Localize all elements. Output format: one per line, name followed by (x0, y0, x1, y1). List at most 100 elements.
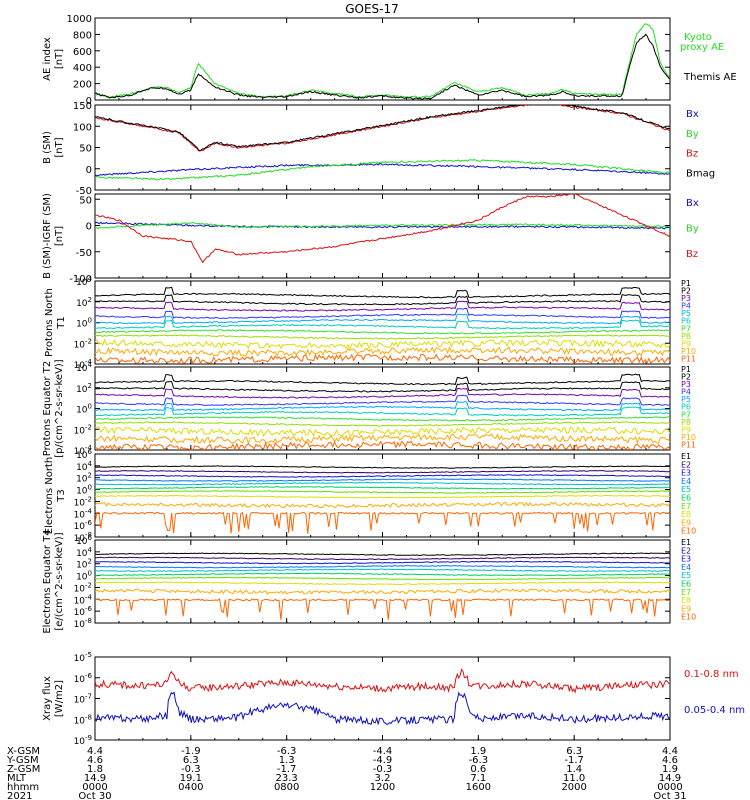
y-axis-label-units: [nT] (54, 137, 65, 157)
y-tick-label: 106 (76, 448, 92, 461)
y-tick-label: 400 (73, 63, 92, 74)
channel-line (95, 319, 670, 330)
y-tick-label: 10-4 (74, 444, 93, 457)
row-value: 7.1 (470, 773, 486, 784)
channel-line (95, 511, 670, 534)
channel-line (95, 576, 670, 581)
row-value: 11.0 (563, 773, 585, 784)
legend-entry: E10 (681, 613, 696, 622)
y-axis-label-units: [e/(cm^2-s-sr-keV)] (54, 532, 65, 630)
row-value: 3.2 (375, 773, 391, 784)
panel-3: 50 0 -50 -100 B (SM)-IGRF (SM) [nT] Bx By Bz (42, 193, 699, 285)
legend-entry: E9 (681, 518, 691, 527)
legend-entry: P4 (681, 302, 691, 311)
row-value: 1.8 (87, 764, 103, 775)
legend-entry: Bx (686, 198, 699, 209)
y-tick-label: 10-6 (74, 672, 93, 685)
y-tick-label: 10-2 (74, 495, 92, 508)
legend-entry: E8 (681, 596, 691, 605)
y-axis-label: Protons Equator T2 (42, 361, 53, 457)
channel-line (95, 598, 670, 620)
plot-area (95, 373, 670, 450)
y-tick-label: 10-2 (74, 423, 92, 436)
channel-line (95, 300, 670, 312)
y-tick-label: 100 (73, 122, 92, 133)
y-axis-label: Xray flux (42, 676, 53, 721)
channel-line (95, 421, 670, 427)
y-axis-label: AE index (42, 37, 53, 81)
plot-area (95, 286, 670, 364)
channel-line (95, 433, 670, 445)
channel-line (95, 581, 670, 586)
y-tick-label: 10-2 (74, 581, 92, 594)
y-tick-label: 50 (79, 144, 92, 155)
legend-entry: Bmag (686, 168, 715, 179)
legend-entry: P2 (681, 373, 691, 382)
legend-entry: P6 (681, 317, 691, 326)
row-value: 6.3 (566, 746, 582, 757)
legend-entry: E6 (681, 494, 691, 503)
legend-entry: P8 (681, 332, 691, 341)
panel-8: 10-5 10-6 10-7 10-8 10-9 Xray flux [W/m2] 0.1-0… (42, 651, 745, 747)
legend-entry: Bx (686, 109, 699, 120)
series-line (95, 221, 670, 230)
series-line (95, 668, 670, 694)
row-value: 0.6 (470, 764, 486, 775)
row-value: 19.1 (180, 773, 202, 784)
channel-line (95, 286, 670, 299)
series-line (95, 194, 670, 264)
row-label: Z-GSM (7, 764, 40, 775)
legend-entry: By (686, 129, 699, 140)
y-tick-label: 102 (76, 382, 92, 395)
y-tick-label: 10-7 (74, 693, 92, 706)
channel-line (95, 440, 670, 450)
channel-line (95, 313, 670, 325)
y-tick-label: 10-9 (74, 734, 92, 747)
channel-line (95, 294, 670, 306)
channel-line (95, 481, 670, 486)
channel-line (95, 588, 670, 595)
row-value: 0800 (274, 782, 299, 793)
row-value: 1.4 (566, 764, 582, 775)
legend-entry: Bz (686, 149, 698, 160)
plot-area (95, 105, 670, 181)
y-axis-label: Electrons Equator T4 (42, 529, 53, 633)
y-tick-label: 10-4 (74, 593, 93, 606)
y-tick-label: -50 (76, 186, 92, 197)
row-value: -4.4 (373, 746, 393, 757)
row-label: X-GSM (7, 746, 40, 757)
row-value: -6.3 (277, 746, 297, 757)
y-tick-label: 106 (76, 534, 92, 547)
legend-entry: P9 (681, 425, 691, 434)
y-tick-label: 100 (76, 484, 92, 497)
legend-entry: P9 (681, 339, 691, 348)
channel-line (95, 552, 670, 556)
year-label: 2021 (7, 791, 32, 800)
row-value: 1.3 (279, 755, 295, 766)
y-tick-label: 10-6 (74, 519, 93, 532)
y-tick-label: 104 (76, 275, 92, 288)
row-value: 1600 (466, 782, 491, 793)
legend-entry: E5 (681, 571, 691, 580)
legend-entry: P6 (681, 403, 691, 412)
row-value: 0000 (82, 782, 107, 793)
row-label: Y-GSM (6, 755, 39, 766)
row-value: 0000 (657, 782, 682, 793)
date-end: Oct 31 (653, 791, 686, 800)
y-axis-label: B (SM)-IGRF (SM) (42, 193, 53, 279)
channel-line (95, 426, 670, 437)
legend-entry: E1 (681, 538, 691, 547)
series-line (95, 33, 670, 100)
row-label: hhmm (7, 782, 39, 793)
row-value: 1.9 (662, 764, 678, 775)
y-tick-label: 200 (73, 80, 92, 91)
y-tick-label: 600 (73, 47, 92, 58)
y-tick-label: 10-4 (74, 358, 93, 371)
channel-line (95, 387, 670, 399)
channel-line (95, 338, 670, 350)
y-tick-label: 102 (76, 296, 92, 309)
legend-entry: By (686, 223, 699, 234)
channel-line (95, 329, 670, 335)
